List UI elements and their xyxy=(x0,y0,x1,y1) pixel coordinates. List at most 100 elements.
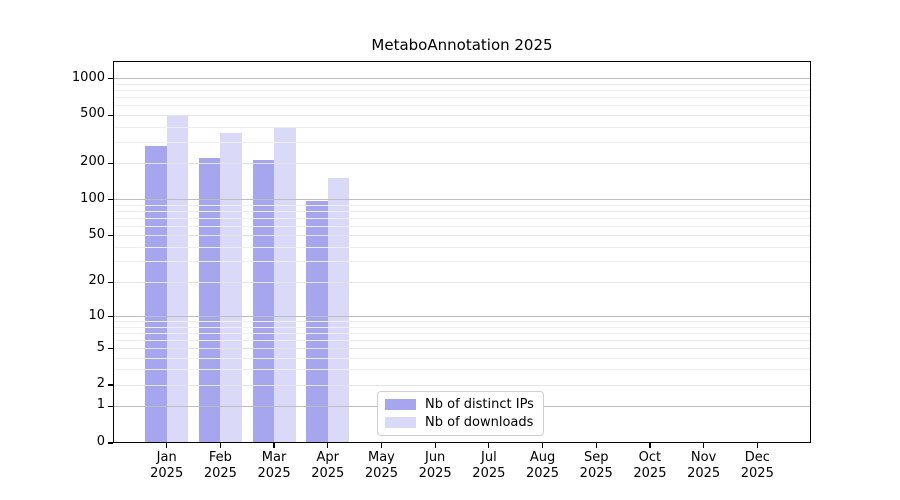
legend-label-distinct-ips: Nb of distinct IPs xyxy=(425,397,534,412)
x-tick xyxy=(166,443,168,448)
grid-line xyxy=(113,261,811,263)
x-tick-label: Aug 2025 xyxy=(513,450,573,482)
bar-distinct-ips-feb xyxy=(198,158,221,443)
grid-line xyxy=(113,321,811,323)
y-tick xyxy=(108,281,113,284)
grid-line xyxy=(113,348,811,349)
plot-area xyxy=(113,61,811,443)
x-tick-label-line: 2025 xyxy=(311,466,345,481)
x-tick xyxy=(756,443,758,448)
grid-line xyxy=(113,282,811,283)
x-tick-label-line: 2025 xyxy=(740,466,774,481)
x-tick xyxy=(273,443,275,448)
x-tick-label-line: Mar xyxy=(261,450,287,465)
y-tick-label: 100 xyxy=(80,190,105,206)
x-tick-label: Jan 2025 xyxy=(137,450,197,482)
x-tick xyxy=(434,443,436,448)
grid-line xyxy=(113,369,811,371)
bar-downloads-mar xyxy=(274,127,296,443)
grid-line xyxy=(113,316,811,318)
x-tick-label: Nov 2025 xyxy=(674,450,734,482)
y-tick xyxy=(108,405,113,408)
x-tick-label-line: Jan xyxy=(156,450,177,465)
x-tick xyxy=(541,443,544,448)
y-tick-label: 0 xyxy=(96,434,105,449)
x-tick-label-line: Aug xyxy=(529,450,556,465)
x-tick-label-line: Apr xyxy=(316,450,340,465)
y-tick-label: 1000 xyxy=(71,69,105,85)
x-tick-label-line: 2025 xyxy=(418,466,452,481)
x-tick-label-line: Jun xyxy=(424,450,446,465)
x-tick-label-line: 2025 xyxy=(579,466,613,481)
y-tick xyxy=(108,384,113,386)
x-tick-label-line: 2025 xyxy=(525,466,560,481)
x-tick xyxy=(380,443,383,448)
y-tick xyxy=(108,347,113,350)
x-tick xyxy=(703,443,705,448)
grid-line xyxy=(113,384,811,386)
x-tick xyxy=(595,443,597,448)
y-tick xyxy=(108,199,113,201)
y-tick xyxy=(108,78,113,80)
grid-line xyxy=(113,90,811,91)
y-tick xyxy=(108,442,113,444)
legend-entry-distinct-ips: Nb of distinct IPs xyxy=(385,397,534,412)
x-tick xyxy=(649,443,651,448)
y-tick-label: 5 xyxy=(96,339,105,355)
grid-line xyxy=(113,326,811,328)
grid-line xyxy=(113,357,811,359)
x-tick-label-line: 2025 xyxy=(257,466,291,481)
x-tick xyxy=(488,443,490,448)
bar-downloads-jan xyxy=(166,115,189,443)
grid-line xyxy=(113,217,811,219)
x-tick-label-line: Sep xyxy=(583,450,609,465)
x-tick-label-line: 2025 xyxy=(633,466,667,481)
x-tick xyxy=(219,443,221,448)
y-tick-label: 2 xyxy=(96,376,105,392)
grid-line xyxy=(113,141,811,143)
x-tick-label: Apr 2025 xyxy=(298,450,358,482)
bar-downloads-feb xyxy=(220,132,242,443)
grid-line xyxy=(113,126,811,128)
grid-line xyxy=(113,162,811,164)
x-tick-label-line: 2025 xyxy=(472,466,506,481)
y-tick-label: 10 xyxy=(88,307,105,323)
legend-entry-downloads: Nb of downloads xyxy=(385,415,534,430)
grid-line xyxy=(113,114,811,116)
x-tick-label: May 2025 xyxy=(351,450,411,482)
bar-distinct-ips-mar xyxy=(252,159,275,443)
grid-line xyxy=(113,78,811,80)
x-tick-label: Feb 2025 xyxy=(190,450,250,482)
x-tick-label-line: 2025 xyxy=(203,466,237,481)
legend-label-downloads: Nb of downloads xyxy=(425,415,534,430)
x-tick-label: Jul 2025 xyxy=(459,450,519,482)
x-tick-label: Mar 2025 xyxy=(244,450,304,482)
legend-swatch-distinct-ips xyxy=(385,399,416,410)
x-tick-label: Sep 2025 xyxy=(566,450,626,482)
legend: Nb of distinct IPs Nb of downloads xyxy=(377,391,544,436)
x-tick-label: Dec 2025 xyxy=(727,450,787,482)
x-tick-label-line: Oct xyxy=(638,450,662,465)
x-tick xyxy=(327,443,329,448)
grid-line xyxy=(113,235,811,237)
grid-line xyxy=(113,83,811,85)
bar-distinct-ips-jan xyxy=(145,145,167,443)
y-tick xyxy=(108,114,113,116)
grid-line xyxy=(113,339,811,341)
grid-line xyxy=(113,199,811,201)
bar-downloads-apr xyxy=(327,178,350,443)
x-tick-label-line: Nov xyxy=(690,450,717,465)
x-tick-label: Jun 2025 xyxy=(405,450,465,482)
grid-line xyxy=(113,225,811,227)
x-tick-label-line: May xyxy=(368,450,395,465)
grid-line xyxy=(113,105,811,107)
legend-swatch-downloads xyxy=(385,417,416,428)
y-tick xyxy=(108,162,113,164)
y-tick xyxy=(108,235,113,237)
x-tick-label-line: Dec xyxy=(744,450,770,465)
chart-title: MetaboAnnotation 2025 xyxy=(371,36,553,54)
y-tick-label: 50 xyxy=(88,226,105,242)
x-tick-label-line: 2025 xyxy=(687,466,721,481)
y-tick xyxy=(108,315,113,318)
